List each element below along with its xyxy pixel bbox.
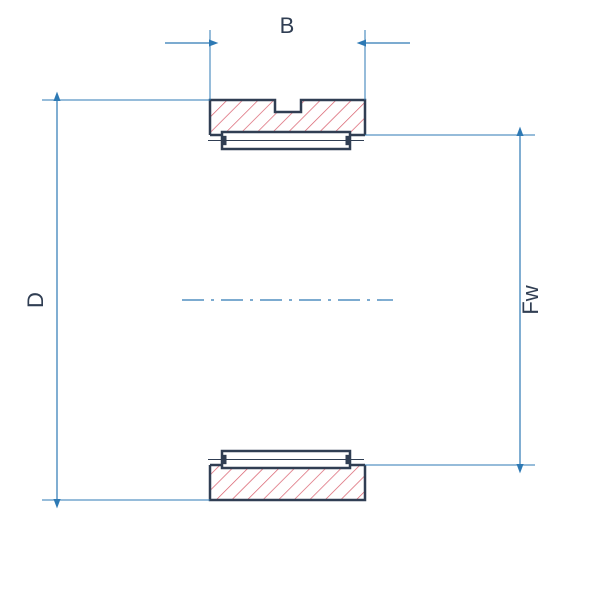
label-Fw: Fw	[518, 285, 543, 314]
label-D: D	[23, 292, 48, 308]
bearing-cross-section-diagram: B D Fw	[0, 0, 600, 600]
label-B: B	[280, 13, 295, 38]
